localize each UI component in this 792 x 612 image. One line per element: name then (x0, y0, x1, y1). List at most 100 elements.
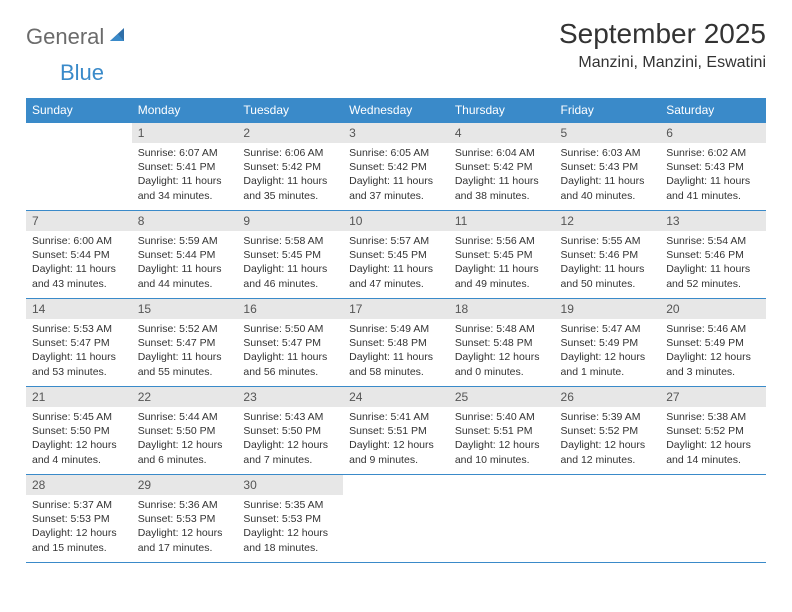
sunrise-text: Sunrise: 5:35 AM (243, 498, 337, 512)
daylight-text: Daylight: 11 hours and 49 minutes. (455, 262, 549, 290)
sunrise-text: Sunrise: 5:46 AM (666, 322, 760, 336)
brand-word-1: General (26, 24, 104, 50)
sunrise-text: Sunrise: 6:02 AM (666, 146, 760, 160)
sunset-text: Sunset: 5:48 PM (349, 336, 443, 350)
calendar-week-row: 14Sunrise: 5:53 AMSunset: 5:47 PMDayligh… (26, 299, 766, 387)
daylight-text: Daylight: 11 hours and 46 minutes. (243, 262, 337, 290)
daylight-text: Daylight: 12 hours and 17 minutes. (138, 526, 232, 554)
calendar-cell: 16Sunrise: 5:50 AMSunset: 5:47 PMDayligh… (237, 299, 343, 387)
weekday-header: Wednesday (343, 98, 449, 123)
calendar-cell: 15Sunrise: 5:52 AMSunset: 5:47 PMDayligh… (132, 299, 238, 387)
location-text: Manzini, Manzini, Eswatini (559, 54, 766, 72)
daylight-text: Daylight: 12 hours and 6 minutes. (138, 438, 232, 466)
sunrise-text: Sunrise: 5:59 AM (138, 234, 232, 248)
sunrise-text: Sunrise: 6:06 AM (243, 146, 337, 160)
daylight-text: Daylight: 11 hours and 56 minutes. (243, 350, 337, 378)
sunrise-text: Sunrise: 5:36 AM (138, 498, 232, 512)
calendar-cell: 6Sunrise: 6:02 AMSunset: 5:43 PMDaylight… (660, 123, 766, 211)
calendar-head: Sunday Monday Tuesday Wednesday Thursday… (26, 98, 766, 123)
sunrise-text: Sunrise: 6:03 AM (561, 146, 655, 160)
day-body: Sunrise: 5:46 AMSunset: 5:49 PMDaylight:… (660, 319, 766, 385)
calendar-cell: 20Sunrise: 5:46 AMSunset: 5:49 PMDayligh… (660, 299, 766, 387)
day-number: 25 (449, 387, 555, 407)
brand-logo: General (26, 18, 130, 50)
calendar-cell: 14Sunrise: 5:53 AMSunset: 5:47 PMDayligh… (26, 299, 132, 387)
day-body: Sunrise: 5:43 AMSunset: 5:50 PMDaylight:… (237, 407, 343, 473)
calendar-cell (449, 475, 555, 563)
daylight-text: Daylight: 12 hours and 9 minutes. (349, 438, 443, 466)
calendar-cell: 25Sunrise: 5:40 AMSunset: 5:51 PMDayligh… (449, 387, 555, 475)
brand-word-2: Blue (26, 60, 104, 85)
calendar-cell: 27Sunrise: 5:38 AMSunset: 5:52 PMDayligh… (660, 387, 766, 475)
day-number: 6 (660, 123, 766, 143)
sunrise-text: Sunrise: 5:57 AM (349, 234, 443, 248)
calendar-table: Sunday Monday Tuesday Wednesday Thursday… (26, 98, 766, 563)
day-number: 26 (555, 387, 661, 407)
daylight-text: Daylight: 11 hours and 37 minutes. (349, 174, 443, 202)
sunset-text: Sunset: 5:43 PM (666, 160, 760, 174)
sunset-text: Sunset: 5:45 PM (243, 248, 337, 262)
sunrise-text: Sunrise: 5:47 AM (561, 322, 655, 336)
sunset-text: Sunset: 5:41 PM (138, 160, 232, 174)
day-number: 9 (237, 211, 343, 231)
sunrise-text: Sunrise: 6:07 AM (138, 146, 232, 160)
sunset-text: Sunset: 5:49 PM (561, 336, 655, 350)
day-body: Sunrise: 5:53 AMSunset: 5:47 PMDaylight:… (26, 319, 132, 385)
day-number: 27 (660, 387, 766, 407)
day-number: 7 (26, 211, 132, 231)
day-body: Sunrise: 5:54 AMSunset: 5:46 PMDaylight:… (660, 231, 766, 297)
sunset-text: Sunset: 5:43 PM (561, 160, 655, 174)
daylight-text: Daylight: 12 hours and 3 minutes. (666, 350, 760, 378)
calendar-cell: 19Sunrise: 5:47 AMSunset: 5:49 PMDayligh… (555, 299, 661, 387)
daylight-text: Daylight: 12 hours and 18 minutes. (243, 526, 337, 554)
sunrise-text: Sunrise: 5:58 AM (243, 234, 337, 248)
day-body: Sunrise: 5:49 AMSunset: 5:48 PMDaylight:… (343, 319, 449, 385)
day-number: 16 (237, 299, 343, 319)
day-body: Sunrise: 5:50 AMSunset: 5:47 PMDaylight:… (237, 319, 343, 385)
sunrise-text: Sunrise: 5:38 AM (666, 410, 760, 424)
calendar-week-row: 7Sunrise: 6:00 AMSunset: 5:44 PMDaylight… (26, 211, 766, 299)
weekday-header: Sunday (26, 98, 132, 123)
day-body: Sunrise: 6:07 AMSunset: 5:41 PMDaylight:… (132, 143, 238, 209)
day-number: 1 (132, 123, 238, 143)
daylight-text: Daylight: 11 hours and 35 minutes. (243, 174, 337, 202)
day-number: 2 (237, 123, 343, 143)
day-body: Sunrise: 5:48 AMSunset: 5:48 PMDaylight:… (449, 319, 555, 385)
calendar-week-row: 28Sunrise: 5:37 AMSunset: 5:53 PMDayligh… (26, 475, 766, 563)
sunset-text: Sunset: 5:53 PM (243, 512, 337, 526)
sunset-text: Sunset: 5:52 PM (666, 424, 760, 438)
day-number: 5 (555, 123, 661, 143)
sunset-text: Sunset: 5:47 PM (243, 336, 337, 350)
calendar-cell: 1Sunrise: 6:07 AMSunset: 5:41 PMDaylight… (132, 123, 238, 211)
sunset-text: Sunset: 5:53 PM (32, 512, 126, 526)
title-block: September 2025 Manzini, Manzini, Eswatin… (559, 18, 766, 72)
sunrise-text: Sunrise: 6:00 AM (32, 234, 126, 248)
day-number: 21 (26, 387, 132, 407)
calendar-cell: 10Sunrise: 5:57 AMSunset: 5:45 PMDayligh… (343, 211, 449, 299)
sunset-text: Sunset: 5:45 PM (349, 248, 443, 262)
day-body: Sunrise: 5:58 AMSunset: 5:45 PMDaylight:… (237, 231, 343, 297)
sunset-text: Sunset: 5:42 PM (455, 160, 549, 174)
calendar-cell: 26Sunrise: 5:39 AMSunset: 5:52 PMDayligh… (555, 387, 661, 475)
sunrise-text: Sunrise: 5:48 AM (455, 322, 549, 336)
calendar-cell (343, 475, 449, 563)
sunrise-text: Sunrise: 5:45 AM (32, 410, 126, 424)
sunset-text: Sunset: 5:45 PM (455, 248, 549, 262)
calendar-cell: 23Sunrise: 5:43 AMSunset: 5:50 PMDayligh… (237, 387, 343, 475)
daylight-text: Daylight: 11 hours and 50 minutes. (561, 262, 655, 290)
calendar-cell: 21Sunrise: 5:45 AMSunset: 5:50 PMDayligh… (26, 387, 132, 475)
calendar-cell: 24Sunrise: 5:41 AMSunset: 5:51 PMDayligh… (343, 387, 449, 475)
sunset-text: Sunset: 5:50 PM (138, 424, 232, 438)
sunrise-text: Sunrise: 6:04 AM (455, 146, 549, 160)
sunrise-text: Sunrise: 5:56 AM (455, 234, 549, 248)
weekday-header: Tuesday (237, 98, 343, 123)
day-body: Sunrise: 5:39 AMSunset: 5:52 PMDaylight:… (555, 407, 661, 473)
day-number: 18 (449, 299, 555, 319)
weekday-header: Saturday (660, 98, 766, 123)
calendar-cell: 18Sunrise: 5:48 AMSunset: 5:48 PMDayligh… (449, 299, 555, 387)
day-body: Sunrise: 5:35 AMSunset: 5:53 PMDaylight:… (237, 495, 343, 561)
sunrise-text: Sunrise: 5:41 AM (349, 410, 443, 424)
day-body: Sunrise: 5:45 AMSunset: 5:50 PMDaylight:… (26, 407, 132, 473)
calendar-cell: 13Sunrise: 5:54 AMSunset: 5:46 PMDayligh… (660, 211, 766, 299)
day-body: Sunrise: 5:40 AMSunset: 5:51 PMDaylight:… (449, 407, 555, 473)
